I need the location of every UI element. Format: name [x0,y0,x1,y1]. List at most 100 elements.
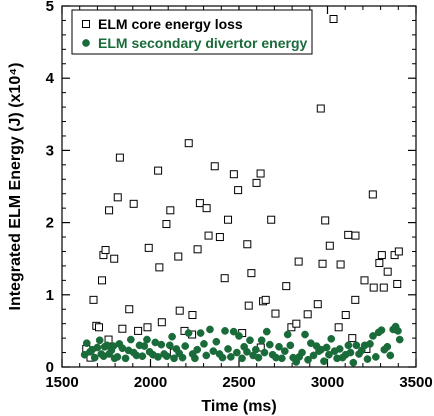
core-energy-point [394,247,403,256]
core-energy-point [174,252,183,261]
divertor-energy-point [140,342,149,350]
divertor-energy-point [82,339,91,348]
core-energy-point [193,245,202,254]
core-energy-point [256,169,265,178]
core-energy-point [334,323,343,332]
divertor-energy-point [127,335,135,344]
core-energy-point [234,186,243,195]
divertor-energy-point [262,327,271,336]
divertor-energy-point [206,325,214,334]
divertor-energy-series [80,322,404,367]
core-energy-point [220,274,229,283]
x-tick-label: 3000 [311,374,344,391]
divertor-energy-point [344,341,353,350]
y-tick-label: 2 [46,215,54,232]
divertor-energy-point [251,345,260,354]
plot-area: 1500 2000 2500 3000 3500 0 1 2 3 4 5 [45,0,432,391]
y-axis-label: Integrated ELM Energy (J) (x10⁴) [7,63,24,311]
divertor-energy-point [254,353,263,362]
legend-square-marker [82,20,90,28]
divertor-energy-point [246,336,254,345]
core-energy-point [118,324,127,333]
core-energy-point [224,215,233,224]
core-energy-point [325,241,334,250]
core-energy-point [252,178,261,187]
divertor-energy-point [184,329,193,337]
core-energy-point [94,323,103,332]
core-energy-point [375,259,384,268]
core-energy-point [157,318,166,327]
divertor-energy-point [181,342,190,350]
core-energy-point [329,14,338,23]
divertor-energy-point [265,340,274,349]
core-energy-point [202,204,211,213]
core-energy-point [129,199,138,208]
divertor-energy-point [325,350,333,359]
x-tick-label: 1500 [45,374,78,391]
divertor-energy-point [93,343,102,352]
divertor-energy-point [191,354,199,363]
divertor-energy-point [221,327,229,335]
y-tick-label: 0 [46,359,54,376]
core-energy-point [154,166,163,175]
core-energy-point [383,267,392,276]
divertor-energy-point [233,348,241,357]
core-energy-point [210,162,219,171]
core-energy-point [125,305,134,314]
divertor-energy-point [162,352,171,361]
divertor-energy-point [395,335,404,344]
divertor-energy-point [196,329,205,337]
core-energy-point [155,263,164,272]
divertor-energy-point [229,327,238,336]
divertor-energy-point [371,353,380,361]
core-energy-point [115,153,124,162]
core-energy-point [351,295,360,304]
core-energy-point [348,334,357,343]
divertor-energy-point [193,345,202,354]
y-tick-label: 1 [46,287,54,304]
core-energy-point [316,104,325,113]
core-energy-point [143,323,152,332]
divertor-energy-point [257,336,266,345]
divertor-energy-point [157,340,166,349]
core-energy-point [244,301,253,310]
core-energy-point [247,269,256,278]
data-series [80,14,404,367]
divertor-energy-point [369,332,377,340]
core-energy-point [204,231,213,240]
divertor-energy-point [377,326,386,335]
divertor-energy-point [301,330,309,339]
divertor-energy-point [238,354,246,363]
core-energy-point [271,309,280,318]
core-energy-point [162,220,171,229]
divertor-energy-point [143,335,151,344]
divertor-energy-point [280,347,289,355]
divertor-energy-point [235,332,243,340]
divertor-energy-point [165,341,174,350]
divertor-energy-point [346,348,355,357]
core-energy-point [215,233,224,242]
divertor-energy-point [366,340,374,348]
legend-label-core: ELM core energy loss [98,16,243,32]
core-energy-point [134,326,143,335]
divertor-energy-point [298,348,306,357]
core-energy-point [303,310,312,319]
core-energy-point [360,276,369,285]
core-energy-point [89,295,98,304]
axis-tick-labels: 1500 2000 2500 3000 3500 0 1 2 3 4 5 [45,0,432,391]
core-energy-point [344,230,353,239]
divertor-energy-point [275,342,283,351]
core-energy-point [379,283,388,292]
core-energy-point [321,216,330,225]
core-energy-point [98,276,107,285]
core-energy-point [261,295,270,304]
divertor-energy-point [138,352,147,361]
core-energy-point [188,311,197,320]
divertor-energy-point [212,337,221,346]
divertor-energy-point [178,353,187,362]
divertor-energy-point [320,357,328,366]
core-energy-point [184,139,193,148]
divertor-energy-point [394,327,402,335]
legend-box [71,9,313,55]
divertor-energy-point [200,340,208,348]
